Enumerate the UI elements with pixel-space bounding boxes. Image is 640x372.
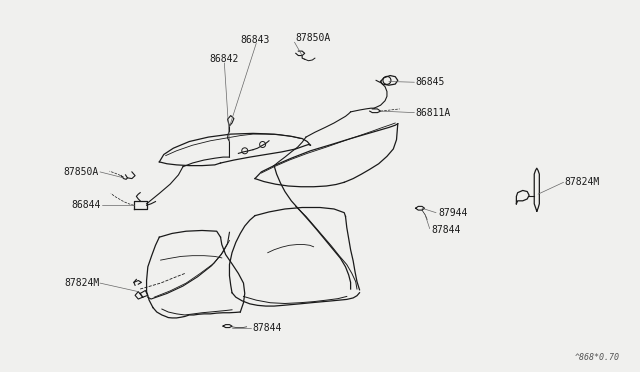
Text: 87944: 87944 [438,208,467,218]
Text: 86845: 86845 [415,77,445,87]
Text: 86842: 86842 [210,54,239,64]
Text: 86844: 86844 [71,200,100,210]
Text: 87824M: 87824M [565,177,600,187]
Text: 86811A: 86811A [415,108,451,118]
Text: 87850A: 87850A [63,167,99,177]
Text: 86843: 86843 [240,35,269,45]
Text: 87844: 87844 [252,323,282,333]
Text: 87824M: 87824M [64,278,99,288]
Text: ^868*0.70: ^868*0.70 [575,353,620,362]
Text: 87850A: 87850A [296,33,331,44]
Text: 87844: 87844 [431,225,460,235]
